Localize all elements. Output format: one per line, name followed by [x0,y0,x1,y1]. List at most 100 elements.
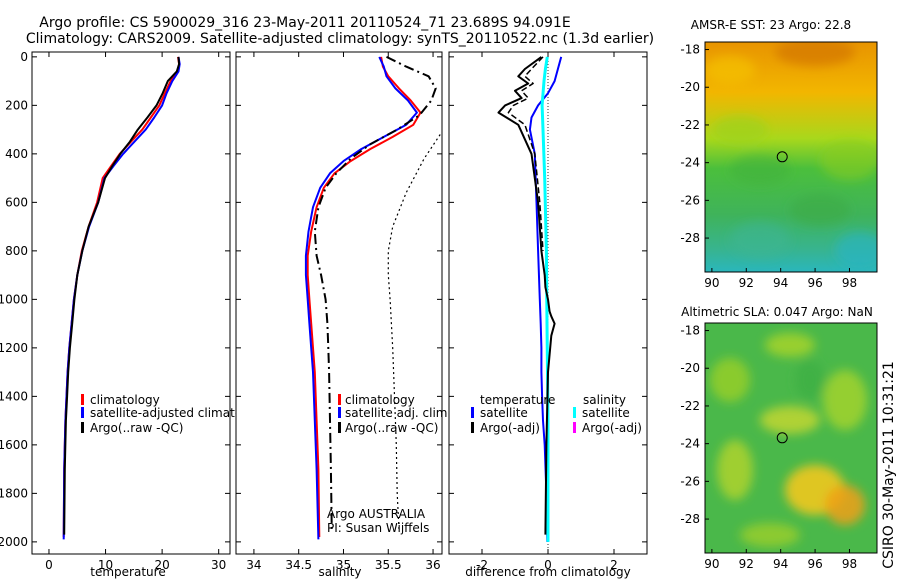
legend-swatch-temp-argo [471,422,474,433]
sla-lon-tick-label: 96 [807,557,822,571]
credit-line1: Argo AUSTRALIA [327,507,426,521]
salinity-series-line-0 [306,56,422,538]
sla-lat-tick-label: -24 [680,437,700,451]
sla-lat-tick-label: -26 [680,474,700,488]
sla-lon-tick-label: 98 [842,557,857,571]
depth-tick-label: 1400 [0,389,28,403]
legend-swatch-argo [338,422,341,433]
legend-title-temperature: temperature [480,393,555,407]
difference-xtick-label: 2 [610,558,618,572]
salinity-series-line-2 [313,56,437,533]
sst-lon-tick-label: 90 [704,276,719,290]
legend-swatch-climatology [338,394,341,405]
temperature-xtick-label: 10 [98,558,113,572]
difference-xtick-label: -2 [476,558,488,572]
panel-temperature: 0 10 20 30 0 200 400 600 800 1000 1200 1400 1600 1800… [0,50,253,579]
sst-lon-tick-label: 96 [807,276,822,290]
depth-tick-label: 600 [5,195,28,209]
difference-axis-label: difference from climatology [465,565,631,579]
sla-lon-tick-label: 90 [704,557,719,571]
sla-map-title: Altimetric SLA: 0.047 Argo: NaN [681,305,873,319]
depth-tick-label: 1200 [0,341,28,355]
legend-swatch-sal-argo [573,422,576,433]
sst-lon-tick-label: 92 [739,276,754,290]
salinity-xtick-label: 36 [425,558,440,572]
depth-tick-label: 1000 [0,292,28,306]
depth-tick-label: 0 [20,50,28,64]
depth-tick-label: 400 [5,147,28,161]
depth-tick-label: 1800 [0,486,28,500]
depth-tick-label: 800 [5,244,28,258]
sst-map-frame [704,41,878,273]
panel-sla-map: Altimetric SLA: 0.047 Argo: NaN 90 92 94 96… [680,305,878,571]
legend-swatch-sal-satellite [573,407,576,418]
panel-difference: -2 0 2 temperature satellite Argo(-adj) sa… [448,51,648,579]
sst-lon-tick-label: 98 [842,276,857,290]
legend-label-temp-satellite: satellite [480,406,528,420]
difference-series-line-3 [507,56,544,251]
difference-xtick-label: 0 [544,558,552,572]
temperature-series-line-2 [63,56,181,535]
side-stamp: CSIRO 30-May-2011 10:31:21 [881,361,897,569]
salinity-xtick-label: 34 [246,558,261,572]
sst-field-texture [705,42,877,268]
sst-argo-position-marker [776,151,788,163]
legend-label-temp-argo: Argo(-adj) [480,421,540,435]
legend-label-climatology: climatology [345,393,415,407]
sst-lat-tick-label: -22 [680,118,700,132]
sla-lat-tick-label: -18 [680,324,700,338]
salinity-plot-frame [235,51,443,555]
legend-swatch-temp-satellite [471,407,474,418]
sla-field-texture [710,333,867,547]
credit-line2: PI: Susan Wijffels [327,521,429,535]
legend-label-sal-argo: Argo(-adj) [582,421,642,435]
legend-swatch-satellite [81,407,84,418]
legend-label-argo: Argo(..raw -QC) [90,421,183,435]
sst-lat-tick-label: -18 [680,43,700,57]
depth-tick-label: 200 [5,98,28,112]
legend-label-sal-satellite: satellite [582,406,630,420]
depth-tick-label: 2000 [0,535,28,549]
depth-tick-label: 1600 [0,438,28,452]
sst-lat-tick-label: -26 [680,193,700,207]
sla-lat-tick-label: -28 [680,512,700,526]
sst-lat-tick-label: -20 [680,80,700,94]
sla-lat-tick-label: -22 [680,399,700,413]
sst-map-title: AMSR-E SST: 23 Argo: 22.8 [691,18,851,32]
temperature-plot-frame [31,51,231,555]
temperature-legend: climatology satellite-adjusted climatolo… [81,393,253,435]
legend-swatch-satellite [338,407,341,418]
temperature-xtick-label: 20 [154,558,169,572]
salinity-series-line-1 [304,56,418,540]
salinity-xtick-label: 35.5 [375,558,402,572]
sst-lat-tick-label: -28 [680,231,700,245]
temperature-axis-label: temperature [90,565,165,579]
salinity-axis-label: salinity [318,565,361,579]
sla-map-frame [704,322,878,554]
difference-series-line-2 [497,56,556,535]
legend-label-argo: Argo(..raw -QC) [345,421,438,435]
figure-title-line1: Argo profile: CS 5900029_316 23-May-2011… [39,15,570,31]
legend-title-salinity: salinity [583,393,626,407]
legend-swatch-climatology [81,394,84,405]
legend-label-satellite: satellite-adjusted climatolo [90,406,253,420]
legend-swatch-argo [81,422,84,433]
sla-argo-position-marker [776,432,788,444]
salinity-xtick-label: 35 [336,558,351,572]
sst-lat-tick-label: -24 [680,156,700,170]
salinity-xtick-label: 34.5 [285,558,312,572]
panel-sst-map: AMSR-E SST: 23 Argo: 22.8 90 92 94 96 98 -18 -… [680,18,878,290]
temperature-xtick-label: 0 [45,558,53,572]
salinity-legend: climatology satellite adj. clim. Argo(..… [338,393,451,435]
legend-label-climatology: climatology [90,393,160,407]
sla-lon-tick-label: 92 [739,557,754,571]
temperature-xtick-label: 30 [211,558,226,572]
panel-salinity: 34 34.5 35 35.5 36 climatology satellite adj… [235,51,451,579]
salinity-series-line-3 [387,134,441,530]
difference-series-line-0 [528,56,563,542]
legend-label-satellite: satellite adj. clim. [345,406,451,420]
figure-title-line2: Climatology: CARS2009. Satellite-adjuste… [26,31,654,47]
difference-legend: temperature satellite Argo(-adj) salinit… [471,393,642,435]
sla-lon-tick-label: 94 [773,557,788,571]
